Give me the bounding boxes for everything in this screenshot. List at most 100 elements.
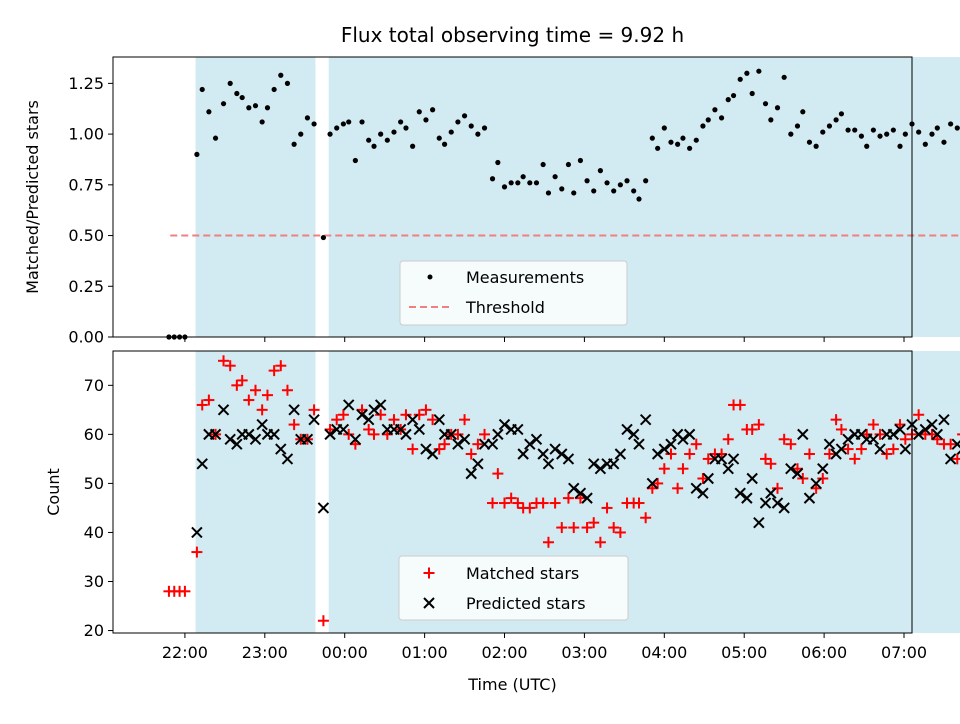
marker-stroke bbox=[512, 423, 524, 436]
matched-star-point bbox=[343, 428, 355, 440]
measurement-point bbox=[527, 180, 533, 186]
matched-star-point bbox=[524, 502, 536, 514]
matched-star-point bbox=[308, 404, 320, 416]
predicted-star-point bbox=[209, 428, 222, 441]
measurement-point bbox=[359, 119, 365, 125]
matched-star-point bbox=[465, 448, 477, 460]
predicted-star-point bbox=[256, 418, 268, 431]
measurement-point bbox=[948, 121, 954, 127]
measurement-point bbox=[617, 182, 623, 188]
top-panel: 0.00 0.25 0.50 0.75 1.00 1.25 Flux total obse… bbox=[23, 23, 960, 347]
predicted-stars-points bbox=[191, 399, 960, 539]
y-tick-label: 20 bbox=[84, 621, 104, 640]
measurement-point bbox=[655, 145, 661, 151]
x-ticks-top bbox=[184, 337, 905, 342]
predicted-star-point bbox=[301, 433, 314, 445]
x-tick-label: 00:00 bbox=[322, 643, 368, 662]
matched-star-point bbox=[665, 448, 677, 460]
measurement-point bbox=[890, 127, 896, 133]
measurement-point bbox=[271, 86, 277, 93]
predicted-star-point bbox=[690, 482, 702, 495]
marker-stroke bbox=[445, 428, 457, 441]
y-tick-label: 1.25 bbox=[68, 74, 104, 93]
matched-star-point bbox=[288, 419, 300, 431]
matched-star-point bbox=[608, 522, 620, 534]
matched-star-point bbox=[492, 468, 504, 480]
measurement-point bbox=[501, 184, 508, 190]
marker-stroke bbox=[651, 448, 664, 460]
matched-star-point bbox=[179, 585, 191, 597]
marker-stroke bbox=[337, 423, 350, 436]
matched-star-point bbox=[772, 482, 784, 494]
measurement-point bbox=[430, 107, 436, 113]
marker-stroke bbox=[568, 482, 580, 495]
measurement-point bbox=[410, 143, 416, 149]
measurement-point bbox=[661, 125, 667, 131]
marker-stroke bbox=[556, 448, 568, 460]
marker-stroke bbox=[542, 458, 555, 470]
matched-star-point bbox=[849, 453, 861, 465]
measurement-point bbox=[252, 103, 259, 109]
predicted-star-point bbox=[627, 428, 640, 441]
marker-stroke bbox=[759, 497, 772, 509]
measurement-point bbox=[737, 76, 743, 82]
measurement-point bbox=[416, 109, 422, 115]
marker-stroke bbox=[413, 423, 425, 436]
marker-stroke bbox=[324, 428, 336, 441]
matched-star-point bbox=[803, 448, 815, 460]
y-tick-label: 1.00 bbox=[68, 125, 104, 144]
matched-star-point bbox=[275, 360, 287, 372]
measurement-point bbox=[877, 133, 883, 139]
predicted-star-point bbox=[433, 413, 445, 426]
marker-stroke bbox=[517, 448, 529, 460]
marker-stroke bbox=[817, 462, 829, 475]
y-tick-label: 50 bbox=[84, 474, 104, 493]
predicted-star-point bbox=[452, 438, 464, 450]
marker-stroke bbox=[465, 467, 477, 480]
measurement-point bbox=[298, 131, 304, 137]
matched-star-point bbox=[452, 428, 464, 440]
marker-stroke bbox=[715, 453, 728, 465]
measurement-point bbox=[922, 141, 928, 147]
measurement-point bbox=[852, 127, 858, 133]
predicted-star-point bbox=[423, 597, 435, 609]
observing-interval bbox=[195, 57, 316, 337]
marker-stroke bbox=[243, 428, 255, 441]
marker-stroke bbox=[621, 423, 633, 436]
matched-star-point bbox=[568, 522, 580, 534]
predicted-star-point bbox=[842, 433, 854, 445]
predicted-star-point bbox=[746, 472, 758, 485]
marker-stroke bbox=[810, 477, 822, 490]
measurement-point bbox=[864, 143, 870, 149]
predicted-star-point bbox=[722, 462, 734, 475]
marker-stroke bbox=[498, 418, 511, 431]
matched-star-point bbox=[690, 438, 702, 450]
measurement-point bbox=[520, 174, 526, 180]
predicted-star-point bbox=[288, 404, 300, 416]
measurement-point bbox=[461, 113, 468, 119]
marker-stroke bbox=[374, 399, 387, 411]
matched-star-point bbox=[423, 567, 435, 579]
predicted-star-point bbox=[938, 413, 950, 426]
marker-stroke bbox=[342, 399, 355, 411]
predicted-star-point bbox=[835, 443, 848, 455]
predicted-star-point bbox=[646, 477, 659, 490]
matched-star-point bbox=[375, 409, 387, 421]
predicted-star-point bbox=[517, 448, 529, 460]
predicted-star-point bbox=[445, 428, 457, 441]
measurement-point bbox=[455, 119, 461, 125]
marker-stroke bbox=[288, 404, 300, 416]
measurement-point bbox=[441, 141, 448, 147]
predicted-star-point bbox=[887, 428, 900, 441]
matched-star-point bbox=[753, 419, 765, 431]
marker-stroke bbox=[912, 428, 925, 441]
marker-stroke bbox=[191, 526, 203, 539]
measurement-point bbox=[725, 97, 731, 103]
predicted-star-point bbox=[196, 458, 208, 470]
predicted-star-point bbox=[324, 428, 336, 441]
legend-marker-matched bbox=[423, 567, 435, 579]
predicted-star-point bbox=[607, 458, 620, 470]
legend-label-threshold: Threshold bbox=[465, 298, 545, 317]
measurement-point bbox=[448, 129, 454, 135]
y-ticks-bottom: 20 30 40 50 60 70 bbox=[84, 376, 113, 640]
